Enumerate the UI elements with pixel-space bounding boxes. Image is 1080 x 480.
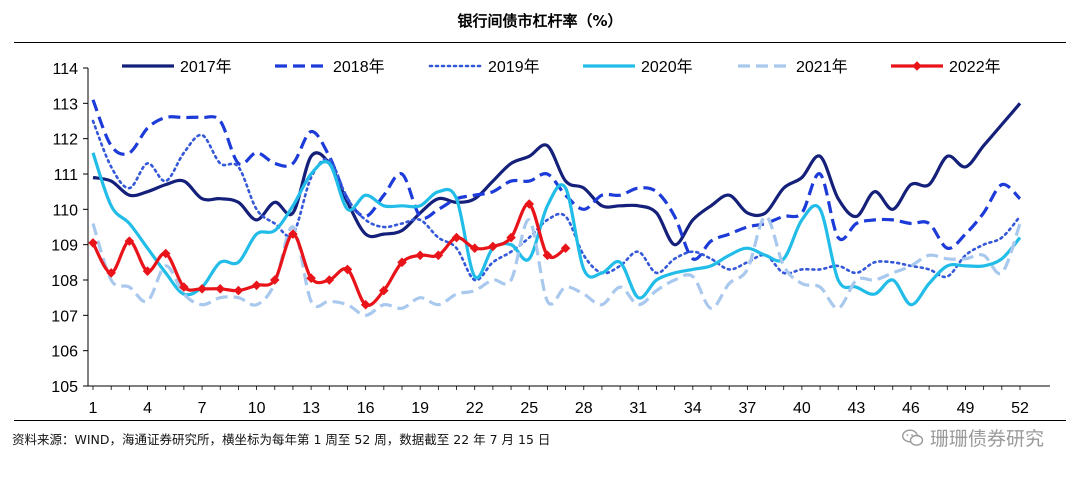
x-tick-label: 31: [629, 400, 647, 417]
series-line-4: [91, 152, 1022, 307]
series-line-5: [91, 214, 1022, 317]
x-tick-label: 22: [466, 400, 484, 417]
data-point: [233, 285, 244, 296]
data-point: [451, 232, 462, 243]
legend-label-5: 2021年: [796, 58, 848, 76]
y-tick-label: 112: [52, 132, 78, 149]
y-tick-label: 109: [51, 238, 78, 255]
x-tick-label: 40: [793, 400, 811, 417]
footer-divider: [14, 420, 1066, 421]
y-tick-label: 110: [52, 202, 78, 219]
legend-label-3: 2019年: [488, 58, 540, 76]
data-point: [106, 268, 116, 278]
data-point: [433, 250, 444, 261]
x-tick-label: 16: [357, 400, 375, 417]
data-point: [215, 284, 226, 294]
data-point: [160, 248, 171, 259]
data-point: [469, 243, 480, 253]
x-tick-label: 34: [684, 400, 702, 417]
x-tick-label: 52: [1011, 400, 1029, 417]
data-point: [342, 264, 353, 275]
y-tick-label: 113: [52, 96, 78, 113]
x-tick-label: 10: [248, 400, 266, 417]
legend-label-1: 2017年: [180, 58, 232, 76]
x-tick-label: 49: [957, 400, 975, 417]
watermark: 珊珊债券研究: [901, 424, 1044, 451]
data-point: [506, 232, 516, 243]
data-point: [379, 285, 389, 296]
x-tick-label: 13: [302, 400, 320, 417]
y-tick-label: 105: [51, 379, 78, 396]
x-tick-label: 1: [89, 400, 98, 417]
data-point: [251, 280, 262, 291]
chart-legend: 2017年 2018年 2019年 2020年 2021年 2022年: [122, 58, 1001, 76]
legend-label-6: 2022年: [949, 58, 1001, 76]
legend-marker: [912, 61, 922, 71]
x-tick-label: 4: [143, 400, 152, 417]
data-point: [142, 266, 153, 276]
header-divider: [14, 42, 1066, 43]
line-chart: 105 106 107 108 109 110 111 112 113 114 1 4 7 10 13 16 1…: [51, 58, 1050, 417]
chart-title: 银行间债市杠杆率（%）: [457, 12, 623, 30]
wechat-icon: [901, 429, 924, 446]
source-note: 资料来源：WIND，海通证券研究所，横坐标为每年第 1 周至 52 周，数据截至…: [12, 432, 551, 447]
x-tick-label: 37: [738, 400, 756, 417]
series-line-1: [92, 102, 1022, 247]
legend-label-2: 2018年: [333, 58, 385, 76]
y-tick-label: 114: [52, 61, 78, 78]
series-layer: [88, 99, 1022, 317]
x-tick-label: 46: [902, 400, 920, 417]
data-point: [560, 243, 571, 253]
data-point: [542, 250, 553, 261]
y-tick-label: 107: [51, 308, 78, 325]
series-line-2: [91, 99, 1022, 261]
y-tick-label: 111: [54, 167, 78, 184]
data-point: [288, 229, 298, 239]
data-point: [524, 199, 535, 209]
data-point: [124, 236, 135, 246]
legend-label-4: 2020年: [641, 58, 693, 76]
chart-axes: 105 106 107 108 109 110 111 112 113 114 1 4 7 10 13 16 1…: [51, 61, 1050, 417]
data-point: [306, 273, 316, 284]
data-point: [88, 238, 98, 248]
y-tick-label: 106: [51, 344, 78, 361]
x-tick-label: 19: [411, 400, 429, 417]
data-point: [197, 284, 207, 294]
data-point: [179, 282, 189, 292]
y-tick-label: 108: [51, 273, 78, 290]
series-line-3: [91, 119, 1022, 282]
watermark-text: 珊珊债券研究: [929, 428, 1044, 450]
data-point: [269, 275, 280, 285]
x-tick-label: 28: [575, 400, 593, 417]
data-point: [415, 250, 425, 261]
data-point: [324, 275, 335, 285]
data-point: [488, 241, 498, 252]
data-point: [397, 257, 407, 268]
chart-header: 银行间债市杠杆率（%）: [0, 0, 1080, 42]
x-tick-label: 25: [520, 400, 538, 417]
x-tick-label: 43: [848, 400, 866, 417]
x-tick-label: 7: [198, 400, 207, 417]
data-point: [360, 299, 371, 310]
